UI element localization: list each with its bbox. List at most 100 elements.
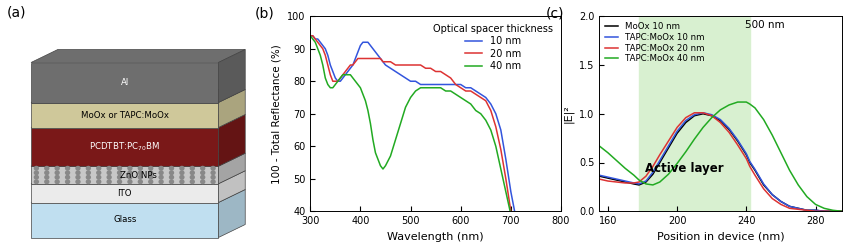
Polygon shape — [218, 90, 245, 128]
TAPC:MoOx 40 nm — [603, 151, 613, 154]
TAPC:MoOx 10 nm — [793, 207, 803, 210]
TAPC:MoOx 10 nm — [836, 210, 847, 213]
Circle shape — [128, 166, 133, 171]
TAPC:MoOx 20 nm — [741, 157, 751, 160]
Circle shape — [54, 179, 60, 184]
Circle shape — [44, 175, 49, 180]
20 nm — [345, 64, 355, 66]
Polygon shape — [31, 190, 245, 202]
Line: TAPC:MoOx 20 nm: TAPC:MoOx 20 nm — [599, 113, 842, 211]
MoOx 10 nm — [828, 210, 838, 213]
TAPC:MoOx 20 nm — [629, 182, 639, 184]
Circle shape — [65, 175, 71, 180]
TAPC:MoOx 40 nm — [793, 184, 803, 186]
TAPC:MoOx 10 nm — [611, 178, 621, 180]
40 nm — [355, 86, 366, 89]
MoOx 10 nm — [715, 119, 725, 122]
TAPC:MoOx 40 nm — [750, 106, 760, 110]
MoOx 10 nm — [634, 184, 644, 186]
TAPC:MoOx 20 nm — [819, 210, 830, 213]
TAPC:MoOx 20 nm — [768, 197, 778, 200]
Text: MoOx or TAPC:MoOx: MoOx or TAPC:MoOx — [81, 110, 169, 120]
40 nm — [305, 34, 315, 37]
TAPC:MoOx 10 nm — [733, 138, 743, 141]
TAPC:MoOx 10 nm — [648, 171, 658, 174]
Line: 10 nm: 10 nm — [310, 36, 561, 224]
TAPC:MoOx 20 nm — [810, 210, 820, 213]
10 nm — [536, 223, 546, 226]
TAPC:MoOx 10 nm — [654, 159, 665, 162]
MoOx 10 nm — [733, 140, 743, 142]
40 nm — [556, 220, 566, 222]
TAPC:MoOx 20 nm — [828, 210, 838, 213]
MoOx 10 nm — [681, 121, 691, 124]
Circle shape — [158, 175, 164, 180]
Circle shape — [211, 166, 216, 171]
MoOx 10 nm — [672, 132, 683, 135]
Text: (c): (c) — [546, 6, 564, 20]
40 nm — [536, 226, 546, 229]
Circle shape — [211, 179, 216, 184]
MoOx 10 nm — [620, 180, 631, 184]
Circle shape — [96, 175, 101, 180]
TAPC:MoOx 40 nm — [785, 169, 795, 172]
Circle shape — [96, 179, 101, 184]
Circle shape — [76, 179, 81, 184]
Circle shape — [54, 175, 60, 180]
Polygon shape — [31, 184, 218, 203]
Line: 40 nm: 40 nm — [310, 36, 561, 228]
Circle shape — [86, 170, 91, 175]
X-axis label: Wavelength (nm): Wavelength (nm) — [388, 232, 484, 242]
Polygon shape — [218, 114, 245, 166]
Circle shape — [138, 179, 143, 184]
40 nm — [376, 164, 386, 167]
Circle shape — [200, 175, 206, 180]
Legend: 10 nm, 20 nm, 40 nm: 10 nm, 20 nm, 40 nm — [430, 21, 556, 74]
TAPC:MoOx 20 nm — [681, 116, 691, 119]
40 nm — [345, 73, 355, 76]
MoOx 10 nm — [785, 205, 795, 208]
MoOx 10 nm — [611, 178, 621, 182]
MoOx 10 nm — [810, 209, 820, 212]
10 nm — [376, 57, 386, 60]
Circle shape — [158, 170, 164, 175]
Circle shape — [116, 170, 122, 175]
Circle shape — [128, 179, 133, 184]
Circle shape — [65, 179, 71, 184]
TAPC:MoOx 40 nm — [620, 167, 631, 170]
TAPC:MoOx 10 nm — [603, 176, 613, 178]
TAPC:MoOx 20 nm — [793, 208, 803, 211]
MoOx 10 nm — [698, 112, 708, 115]
TAPC:MoOx 10 nm — [706, 113, 717, 116]
TAPC:MoOx 40 nm — [836, 210, 847, 213]
TAPC:MoOx 40 nm — [715, 108, 725, 111]
MoOx 10 nm — [750, 169, 760, 172]
20 nm — [485, 109, 496, 112]
Circle shape — [138, 166, 143, 171]
Line: 20 nm: 20 nm — [310, 36, 561, 228]
MoOx 10 nm — [768, 193, 778, 196]
MoOx 10 nm — [802, 209, 812, 212]
Circle shape — [148, 179, 153, 184]
Circle shape — [106, 179, 112, 184]
TAPC:MoOx 20 nm — [715, 121, 725, 124]
TAPC:MoOx 10 nm — [758, 182, 768, 186]
Circle shape — [179, 175, 184, 180]
Circle shape — [76, 175, 81, 180]
TAPC:MoOx 40 nm — [681, 150, 691, 153]
TAPC:MoOx 40 nm — [745, 102, 755, 106]
TAPC:MoOx 20 nm — [785, 207, 795, 210]
TAPC:MoOx 10 nm — [810, 209, 820, 212]
TAPC:MoOx 10 nm — [641, 180, 651, 182]
Circle shape — [86, 166, 91, 171]
Circle shape — [106, 166, 112, 171]
TAPC:MoOx 10 nm — [776, 200, 786, 203]
Circle shape — [158, 179, 164, 184]
TAPC:MoOx 40 nm — [594, 144, 604, 148]
Polygon shape — [31, 202, 218, 237]
TAPC:MoOx 10 nm — [698, 111, 708, 114]
TAPC:MoOx 40 nm — [641, 182, 651, 186]
Line: TAPC:MoOx 40 nm: TAPC:MoOx 40 nm — [599, 102, 842, 211]
TAPC:MoOx 40 nm — [663, 173, 673, 176]
Polygon shape — [31, 114, 245, 128]
